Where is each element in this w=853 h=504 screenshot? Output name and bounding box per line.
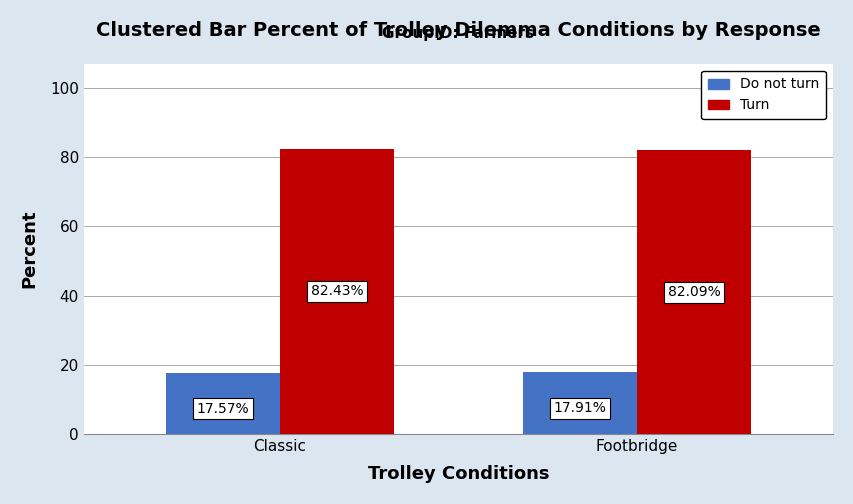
Y-axis label: Percent: Percent (20, 210, 38, 288)
Bar (280, 149, 394, 434)
Text: 17.57%: 17.57% (196, 402, 249, 416)
Text: GroupID: Farmers: GroupID: Farmers (382, 26, 534, 41)
Legend: Do not turn, Turn: Do not turn, Turn (700, 71, 825, 119)
Text: 17.91%: 17.91% (553, 401, 606, 415)
X-axis label: Trolley Conditions: Trolley Conditions (368, 465, 548, 483)
Bar (522, 372, 636, 434)
Text: 82.09%: 82.09% (667, 285, 720, 299)
Bar (165, 373, 280, 434)
Bar (636, 150, 750, 434)
Title: Clustered Bar Percent of Trolley Dilemma Conditions by Response: Clustered Bar Percent of Trolley Dilemma… (96, 21, 820, 40)
Text: 82.43%: 82.43% (310, 284, 363, 298)
